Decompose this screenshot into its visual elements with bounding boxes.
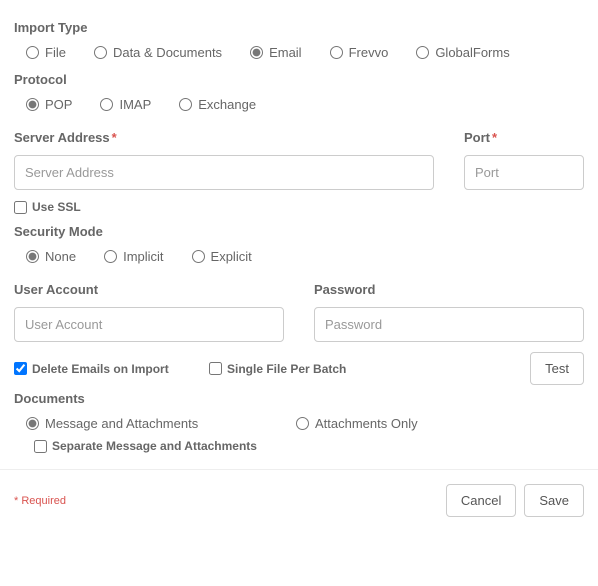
import-type-radio-globalforms[interactable] [416,46,429,59]
delete-emails-checkbox[interactable] [14,362,27,375]
save-button[interactable]: Save [524,484,584,517]
import-type-option-globalforms[interactable]: GlobalForms [416,45,509,60]
port-label: Port* [464,130,584,145]
single-file-label: Single File Per Batch [227,362,346,376]
import-type-option-frevvo[interactable]: Frevvo [330,45,389,60]
security-text-implicit: Implicit [123,249,163,264]
single-file-checkbox[interactable] [209,362,222,375]
protocol-radio-pop[interactable] [26,98,39,111]
security-radio-none[interactable] [26,250,39,263]
import-type-option-file[interactable]: File [26,45,66,60]
password-label: Password [314,282,584,297]
delete-emails-row[interactable]: Delete Emails on Import [14,362,209,376]
single-file-row[interactable]: Single File Per Batch [209,362,346,376]
required-note: * Required [14,495,66,507]
use-ssl-row[interactable]: Use SSL [14,200,584,214]
protocol-text-imap: IMAP [119,97,151,112]
security-option-explicit[interactable]: Explicit [192,249,252,264]
protocol-text-pop: POP [45,97,72,112]
separate-msg-checkbox[interactable] [34,440,47,453]
import-type-radio-frevvo[interactable] [330,46,343,59]
protocol-option-exchange[interactable]: Exchange [179,97,256,112]
documents-option-attach-only[interactable]: Attachments Only [296,416,418,431]
security-mode-group: None Implicit Explicit [14,249,584,264]
use-ssl-checkbox[interactable] [14,201,27,214]
test-button[interactable]: Test [530,352,584,385]
separate-msg-label: Separate Message and Attachments [52,439,257,453]
security-mode-label: Security Mode [14,224,584,239]
use-ssl-label: Use SSL [32,200,81,214]
import-type-option-email[interactable]: Email [250,45,302,60]
server-address-input[interactable] [14,155,434,190]
protocol-label: Protocol [14,72,584,87]
documents-option-msg-attach[interactable]: Message and Attachments [26,416,296,431]
protocol-option-imap[interactable]: IMAP [100,97,151,112]
security-radio-implicit[interactable] [104,250,117,263]
security-option-none[interactable]: None [26,249,76,264]
protocol-group: POP IMAP Exchange [14,97,584,112]
documents-radio-msg-attach[interactable] [26,417,39,430]
protocol-radio-imap[interactable] [100,98,113,111]
server-address-label: Server Address* [14,130,434,145]
security-text-none: None [45,249,76,264]
import-type-radio-file[interactable] [26,46,39,59]
documents-text-attach-only: Attachments Only [315,416,418,431]
server-address-label-text: Server Address [14,130,110,145]
import-type-label: Import Type [14,20,584,35]
protocol-radio-exchange[interactable] [179,98,192,111]
import-type-option-data[interactable]: Data & Documents [94,45,222,60]
password-input[interactable] [314,307,584,342]
security-option-implicit[interactable]: Implicit [104,249,163,264]
import-type-text-data: Data & Documents [113,45,222,60]
security-text-explicit: Explicit [211,249,252,264]
user-account-input[interactable] [14,307,284,342]
port-required-icon: * [492,130,497,145]
documents-group: Message and Attachments Attachments Only [14,416,584,431]
import-type-text-frevvo: Frevvo [349,45,389,60]
documents-text-msg-attach: Message and Attachments [45,416,198,431]
import-type-text-email: Email [269,45,302,60]
cancel-button[interactable]: Cancel [446,484,516,517]
separate-msg-row[interactable]: Separate Message and Attachments [34,439,584,453]
protocol-option-pop[interactable]: POP [26,97,72,112]
protocol-text-exchange: Exchange [198,97,256,112]
import-type-text-globalforms: GlobalForms [435,45,509,60]
import-type-radio-data[interactable] [94,46,107,59]
footer: * Required Cancel Save [0,469,598,517]
import-type-radio-email[interactable] [250,46,263,59]
user-account-label: User Account [14,282,284,297]
documents-radio-attach-only[interactable] [296,417,309,430]
delete-emails-label: Delete Emails on Import [32,362,169,376]
port-input[interactable] [464,155,584,190]
server-address-required-icon: * [112,130,117,145]
security-radio-explicit[interactable] [192,250,205,263]
documents-label: Documents [14,391,584,406]
port-label-text: Port [464,130,490,145]
import-type-group: File Data & Documents Email Frevvo Globa… [14,45,584,60]
import-type-text-file: File [45,45,66,60]
